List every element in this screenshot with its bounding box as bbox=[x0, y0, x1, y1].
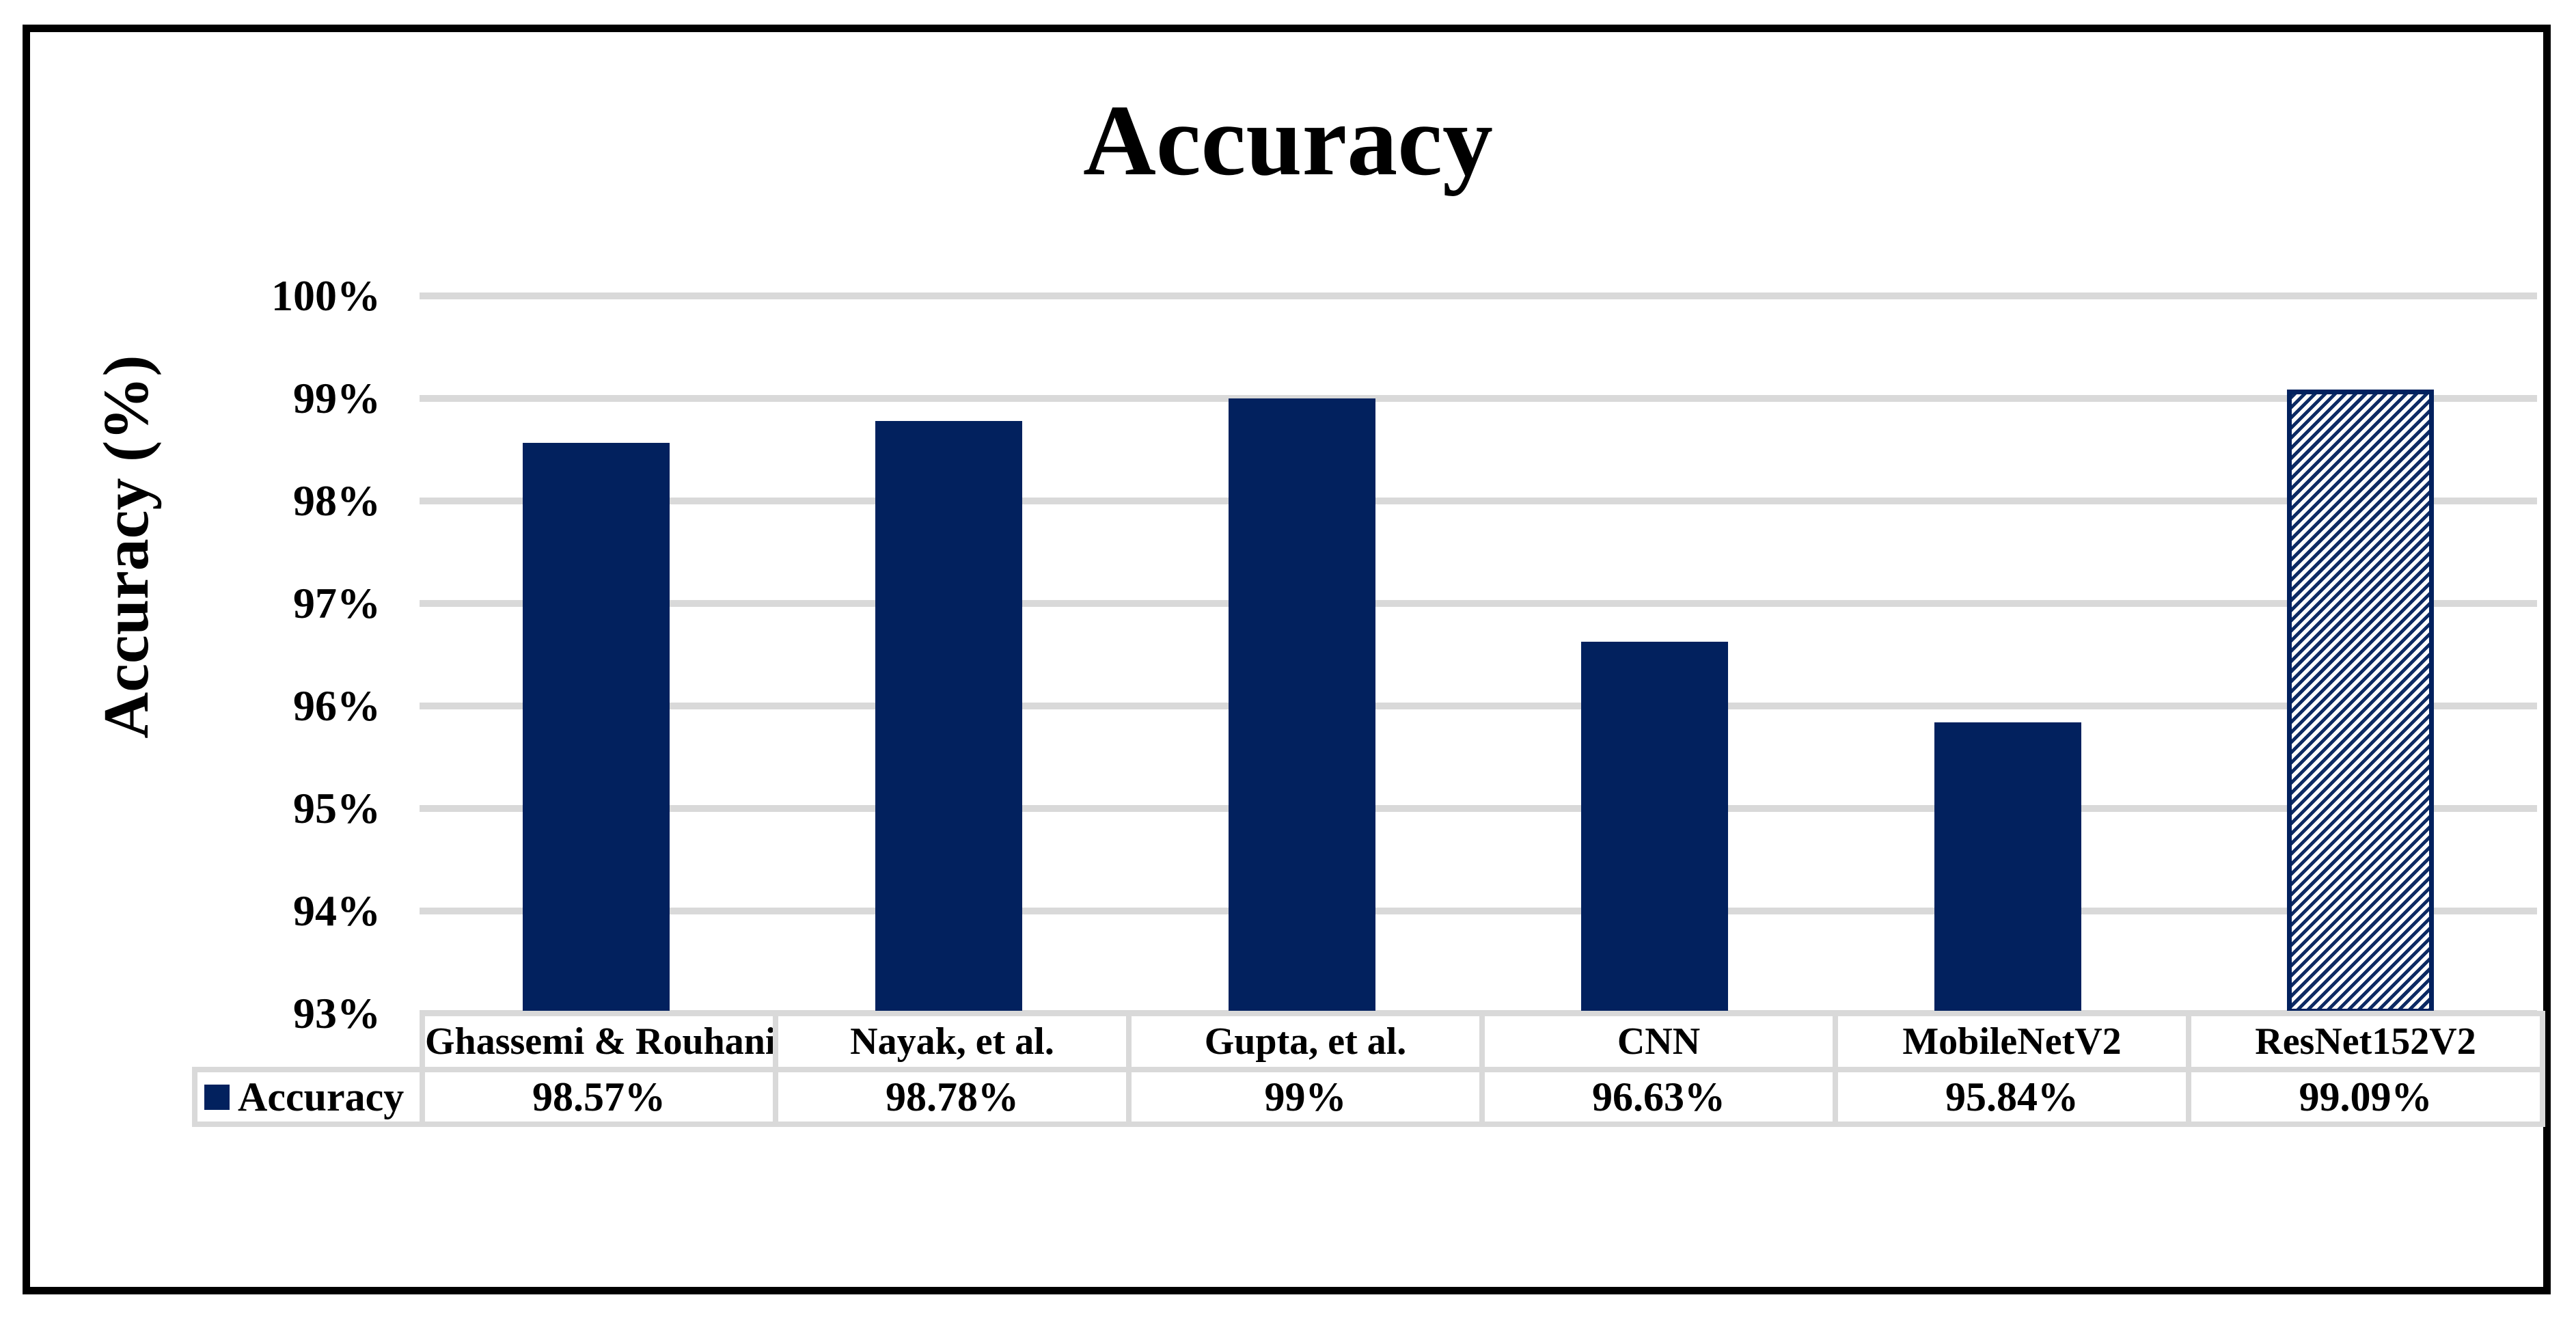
y-tick-label: 96% bbox=[293, 681, 381, 730]
chart-title: Accuracy bbox=[1083, 85, 1493, 197]
category-header: MobileNetV2 bbox=[1833, 1011, 2191, 1072]
y-tick-label: 94% bbox=[293, 886, 381, 935]
category-header: Nayak, et al. bbox=[773, 1011, 1132, 1072]
gridline-100% bbox=[420, 293, 2537, 299]
category-header: Ghassemi & Rouhani bbox=[420, 1011, 778, 1072]
category-header: CNN bbox=[1479, 1011, 1838, 1072]
gridline-95% bbox=[420, 805, 2537, 812]
y-tick-label: 95% bbox=[293, 784, 381, 832]
legend-swatch-icon bbox=[204, 1084, 230, 1110]
gridline-94% bbox=[420, 908, 2537, 914]
category-header: Gupta, et al. bbox=[1126, 1011, 1485, 1072]
y-tick-label: 99% bbox=[293, 374, 381, 422]
value-cell-Gupta, et al.: 99% bbox=[1126, 1067, 1485, 1127]
value-cell-Nayak, et al.: 98.78% bbox=[773, 1067, 1132, 1127]
bar-MobileNetV2 bbox=[1934, 722, 2081, 1014]
legend-gap-cell bbox=[195, 1014, 422, 1070]
bar-Ghassemi & Rouhani bbox=[522, 442, 670, 1014]
gridline-97% bbox=[420, 600, 2537, 607]
y-tick-label: 100% bbox=[271, 271, 381, 320]
data-table: Ghassemi & Rouhani Nayak, et al. Gupta, et… bbox=[192, 1011, 2545, 1127]
gridline-99% bbox=[420, 395, 2537, 402]
value-cell-Ghassemi & Rouhani: 98.57% bbox=[420, 1067, 778, 1127]
bar-Gupta, et al. bbox=[1228, 398, 1375, 1014]
y-tick-label: 98% bbox=[293, 476, 381, 525]
y-axis-title: Accuracy (%) bbox=[91, 355, 162, 739]
bar-Nayak, et al. bbox=[875, 421, 1023, 1014]
category-header: ResNet152V2 bbox=[2186, 1011, 2545, 1072]
value-cell-CNN: 96.63% bbox=[1479, 1067, 1838, 1127]
plot-area bbox=[420, 293, 2537, 1017]
y-tick-label: 93% bbox=[293, 989, 381, 1037]
bar-ResNet152V2 bbox=[2287, 389, 2435, 1014]
value-cell-MobileNetV2: 95.84% bbox=[1833, 1067, 2191, 1127]
gridline-96% bbox=[420, 703, 2537, 709]
bar-CNN bbox=[1581, 641, 1729, 1014]
legend-label: Accuracy bbox=[238, 1074, 405, 1119]
value-cell-ResNet152V2: 99.09% bbox=[2186, 1067, 2545, 1127]
y-tick-label: 97% bbox=[293, 579, 381, 627]
gridline-98% bbox=[420, 498, 2537, 504]
legend-cell: Accuracy bbox=[192, 1067, 425, 1127]
